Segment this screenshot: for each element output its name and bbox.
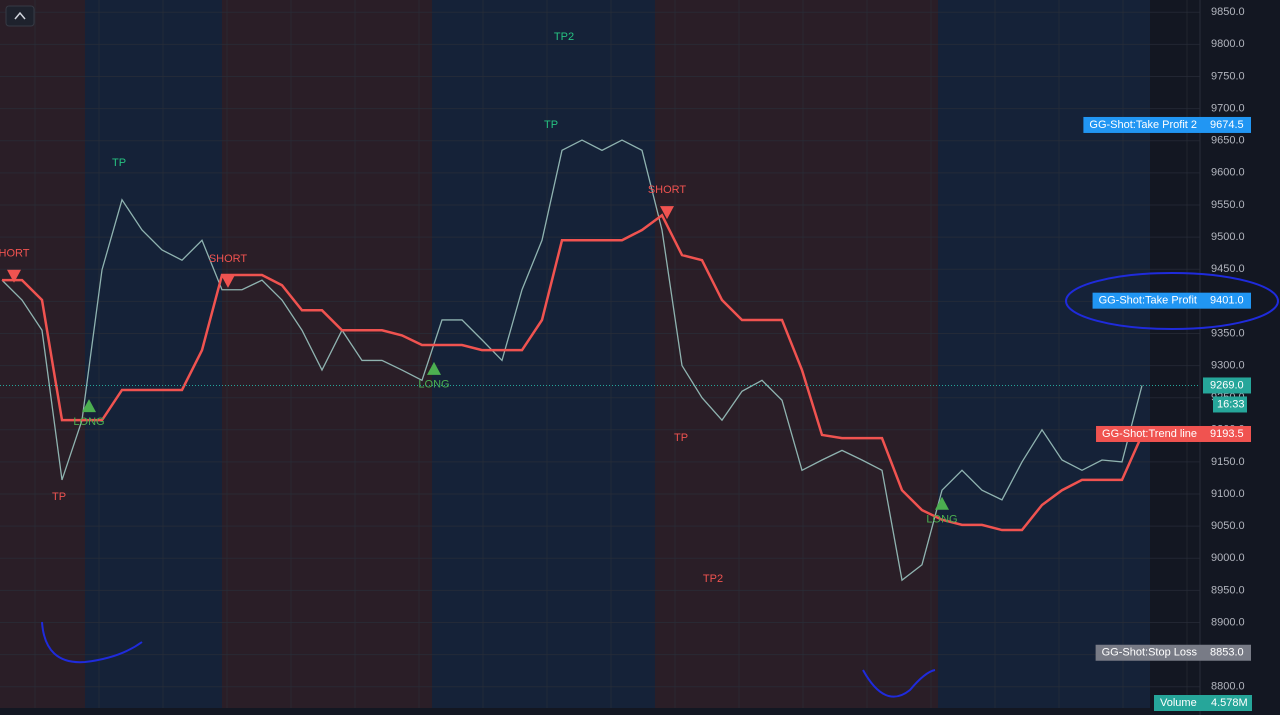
marker-name-box xyxy=(1096,425,1203,442)
marker-name-box xyxy=(1092,292,1203,309)
y-tick-label: 9850.0 xyxy=(1211,6,1245,18)
volume-label: 4.578M xyxy=(1211,697,1248,709)
collapse-icon xyxy=(14,11,26,20)
y-tick-label: 8800.0 xyxy=(1211,681,1245,693)
signal-label: TP xyxy=(544,119,558,131)
y-tick-label: 9000.0 xyxy=(1211,552,1245,564)
price-marker xyxy=(1203,425,1251,442)
signal-arrow xyxy=(7,269,21,283)
price-marker xyxy=(1203,116,1251,133)
marker-name: GG-Shot:Take Profit xyxy=(1099,295,1197,307)
signal-arrow xyxy=(82,399,96,413)
marker-name-box xyxy=(1095,644,1203,661)
price-line xyxy=(1,139,1143,582)
signal-label: TP2 xyxy=(703,573,723,585)
y-tick-label: 9750.0 xyxy=(1211,70,1245,82)
signal-label: TP xyxy=(112,157,126,169)
signal-arrow xyxy=(660,206,674,220)
price-marker-label: 9269.0 xyxy=(1210,379,1244,391)
hand-drawn-circle xyxy=(1065,272,1279,330)
signal-arrow xyxy=(935,496,949,510)
volume-marker xyxy=(1154,695,1252,711)
y-tick-label: 9700.0 xyxy=(1211,102,1245,114)
y-tick-label: 9450.0 xyxy=(1211,263,1245,275)
signal-arrow xyxy=(427,361,441,375)
price-marker xyxy=(1203,377,1251,394)
countdown-box xyxy=(1213,396,1247,413)
trend-line xyxy=(2,213,1144,532)
marker-name-box xyxy=(1083,116,1203,133)
price-marker xyxy=(1203,644,1251,661)
signal-label: TP xyxy=(52,491,66,503)
short-band xyxy=(222,0,432,708)
signal-label: LONG xyxy=(926,514,957,526)
signal-label: SHORT xyxy=(648,184,687,196)
signal-label: TP xyxy=(674,432,688,444)
collapse-button[interactable] xyxy=(5,5,35,27)
signal-label: HORT xyxy=(0,248,30,260)
signal-arrow xyxy=(221,274,235,288)
price-marker-label: 9674.5 xyxy=(1210,119,1244,131)
price-marker-label: 8853.0 xyxy=(1210,647,1244,659)
price-marker xyxy=(1203,292,1251,309)
hand-drawn-curve xyxy=(41,621,143,664)
long-band xyxy=(938,0,1150,708)
long-band xyxy=(432,0,655,708)
signal-label: TP2 xyxy=(554,31,574,43)
signal-label: LONG xyxy=(73,416,104,428)
y-tick-label: 9800.0 xyxy=(1211,38,1245,50)
y-tick-label: 9300.0 xyxy=(1211,359,1245,371)
y-tick-label: 9500.0 xyxy=(1211,231,1245,243)
volume-name: Volume xyxy=(1160,697,1197,709)
short-band xyxy=(0,0,85,708)
y-tick-label: 9350.0 xyxy=(1211,327,1245,339)
y-tick-label: 9600.0 xyxy=(1211,167,1245,179)
countdown-label: 16:33 xyxy=(1217,398,1245,410)
y-tick-label: 9100.0 xyxy=(1211,488,1245,500)
y-tick-label: 9050.0 xyxy=(1211,520,1245,532)
signal-label: LONG xyxy=(418,379,449,391)
y-tick-label: 9150.0 xyxy=(1211,456,1245,468)
marker-name: GG-Shot:Take Profit 2 xyxy=(1089,119,1197,131)
hand-drawn-curve xyxy=(862,669,936,698)
plot: HORT TP LONG TP SHORT LONG TP TP2 SHORT TP TP2 LONG xyxy=(0,0,1200,708)
marker-name: GG-Shot:Stop Loss xyxy=(1102,647,1198,659)
y-tick-label: 8900.0 xyxy=(1211,616,1245,628)
y-tick-label: 9650.0 xyxy=(1211,135,1245,147)
marker-name: GG-Shot:Trend line xyxy=(1102,428,1197,440)
y-tick-label: 9550.0 xyxy=(1211,199,1245,211)
regime-bands xyxy=(0,0,1150,708)
y-tick-label: 8950.0 xyxy=(1211,584,1245,596)
signal-label: SHORT xyxy=(209,253,248,265)
price-marker-label: 9401.0 xyxy=(1210,295,1244,307)
price-marker-label: 9193.5 xyxy=(1210,428,1244,440)
